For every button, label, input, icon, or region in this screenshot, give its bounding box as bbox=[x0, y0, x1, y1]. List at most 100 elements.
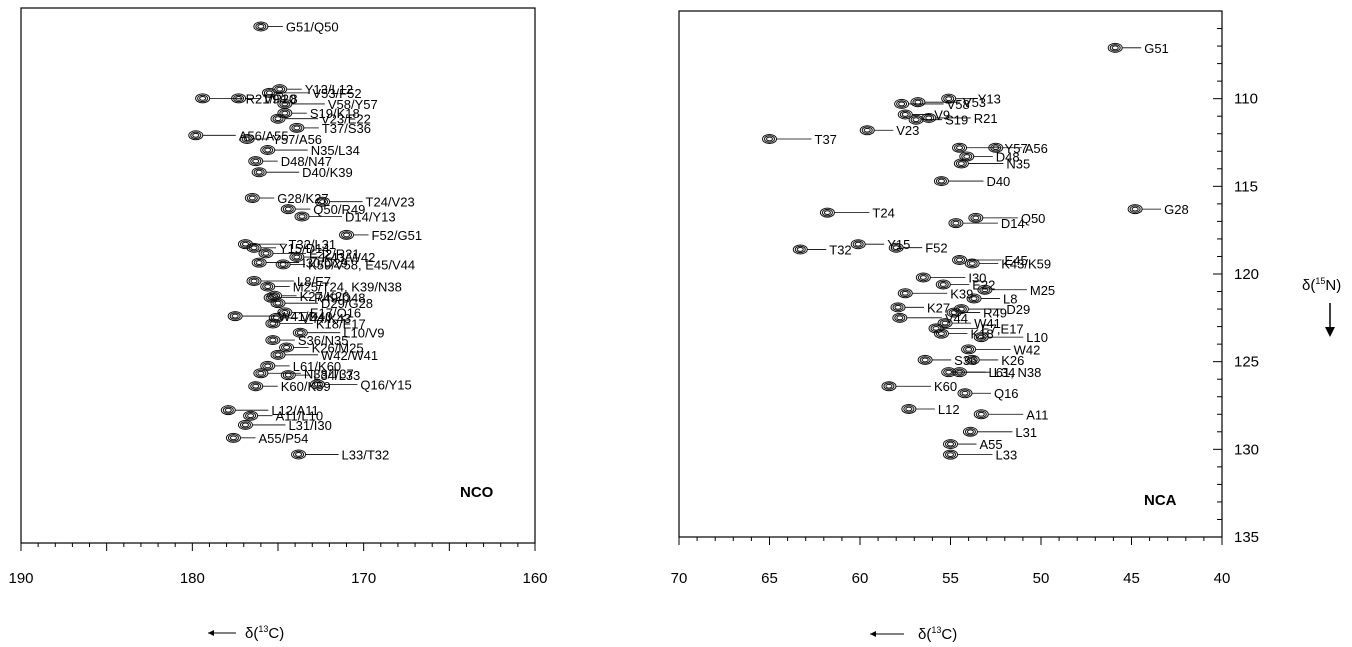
peak-contour bbox=[894, 314, 906, 322]
peak-contour bbox=[271, 293, 279, 299]
peak-contour bbox=[227, 434, 239, 442]
peak-label: F52/G51 bbox=[372, 228, 423, 243]
peak: Y13 bbox=[941, 92, 1001, 107]
y-tick-label: 135 bbox=[1234, 529, 1259, 546]
peak-contour bbox=[885, 383, 893, 389]
peak-label: K60 bbox=[934, 379, 957, 394]
peak-contour bbox=[192, 132, 200, 138]
peak-contour bbox=[252, 383, 260, 389]
peak-label: W41 bbox=[974, 316, 1001, 331]
peak-contour bbox=[943, 94, 955, 103]
peak-label: S19 bbox=[945, 113, 968, 128]
peak-contour bbox=[291, 124, 303, 132]
peak: D48 bbox=[959, 150, 1020, 165]
peak-contour bbox=[965, 346, 973, 352]
peak-contour bbox=[919, 356, 931, 364]
peak-label: G51 bbox=[1144, 41, 1169, 56]
peak-contour bbox=[253, 168, 265, 176]
peak-contour bbox=[966, 356, 978, 364]
peak-contour bbox=[262, 250, 270, 256]
peak-contour bbox=[246, 194, 258, 202]
peak-label: L61/K60 bbox=[293, 359, 341, 374]
peak-contour bbox=[937, 331, 945, 337]
peak-contour bbox=[963, 154, 971, 159]
peak-label: D14/Y13 bbox=[345, 209, 396, 224]
peak: Q50/R49 bbox=[280, 202, 365, 217]
peak-contour bbox=[281, 101, 289, 107]
peak-contour bbox=[1109, 44, 1121, 52]
peak-label: Y15/D14 bbox=[279, 241, 330, 256]
peak-contour bbox=[919, 275, 927, 280]
peak-contour bbox=[917, 273, 929, 282]
peak-contour bbox=[343, 232, 351, 238]
peak: L10 bbox=[973, 330, 1048, 345]
peak-contour bbox=[961, 152, 973, 161]
peak-label: W42 bbox=[1014, 342, 1041, 357]
x-tick-label: 170 bbox=[351, 570, 376, 587]
peak-label: D29 bbox=[1006, 302, 1030, 317]
peak: L31 bbox=[962, 425, 1037, 440]
peak-contour bbox=[281, 343, 293, 352]
peak-label: F52 bbox=[925, 241, 947, 256]
peak-contour bbox=[252, 158, 260, 164]
peak-label: L10/V9 bbox=[343, 326, 384, 341]
peak: D14/Y13 bbox=[294, 209, 396, 224]
peak-contour bbox=[222, 406, 234, 414]
nco-xlabel: δ(13C) bbox=[245, 624, 284, 642]
peak-contour bbox=[977, 411, 985, 417]
peak-contour bbox=[293, 125, 301, 131]
peak-contour bbox=[883, 382, 895, 390]
peak-contour bbox=[823, 210, 831, 216]
peak-contour bbox=[257, 370, 265, 376]
peak-contour bbox=[899, 289, 911, 297]
peak-contour bbox=[992, 145, 1000, 151]
peak: S36/N35 bbox=[265, 333, 348, 348]
peak-contour bbox=[950, 219, 962, 227]
peak-contour bbox=[975, 410, 987, 418]
peak-contour bbox=[947, 441, 954, 447]
peak: T24/V23 bbox=[315, 195, 415, 210]
peak-contour bbox=[950, 310, 958, 315]
peak: D48/N47 bbox=[248, 154, 332, 169]
peak-contour bbox=[954, 368, 966, 376]
peak: N35 bbox=[953, 157, 1030, 172]
peak-label: R21 bbox=[974, 111, 998, 126]
peak: V44 bbox=[892, 311, 968, 326]
peak-label: L8 bbox=[1003, 292, 1017, 307]
peak-contour bbox=[941, 320, 949, 326]
peak: T37 bbox=[762, 132, 837, 147]
peak: W42 bbox=[961, 342, 1041, 357]
peak-contour bbox=[274, 85, 286, 93]
peak-contour bbox=[892, 245, 900, 251]
peak-contour bbox=[910, 116, 922, 124]
peak-label: Q16 bbox=[994, 386, 1019, 401]
peak: L10/V9 bbox=[292, 326, 384, 341]
peak-contour bbox=[229, 435, 237, 441]
peak-label: L33 bbox=[996, 448, 1018, 463]
peak: A11 bbox=[973, 407, 1048, 422]
peak-contour bbox=[281, 110, 289, 116]
peak-label: D29/G28 bbox=[321, 296, 373, 311]
peak-label: V44 bbox=[945, 311, 968, 326]
peak-contour bbox=[901, 290, 909, 296]
peak-label: K27 bbox=[927, 300, 950, 315]
peak-contour bbox=[945, 450, 956, 459]
nca-x-axis-label: δ(13C) bbox=[870, 625, 957, 643]
peak: Y15/D14 bbox=[246, 241, 330, 256]
peak: K39 bbox=[897, 286, 973, 301]
peak-contour bbox=[281, 309, 289, 315]
peak-contour bbox=[255, 22, 267, 31]
peak: A55 bbox=[943, 437, 1003, 452]
peak-contour bbox=[892, 303, 904, 312]
peak-label: L8/E7 bbox=[297, 274, 331, 289]
peak: N35/L34 bbox=[260, 143, 360, 158]
peak-label: L10 bbox=[1026, 330, 1048, 345]
peak-contour bbox=[255, 169, 263, 175]
y-tick-label: 125 bbox=[1234, 354, 1259, 371]
peak-contour bbox=[852, 240, 864, 248]
peak-contour bbox=[970, 296, 978, 301]
x-tick-label: 50 bbox=[1033, 570, 1050, 587]
peak: D40/K39 bbox=[251, 165, 353, 180]
peak: Y13/L12 bbox=[272, 82, 353, 97]
peak-label: K27/K26 bbox=[300, 289, 350, 304]
